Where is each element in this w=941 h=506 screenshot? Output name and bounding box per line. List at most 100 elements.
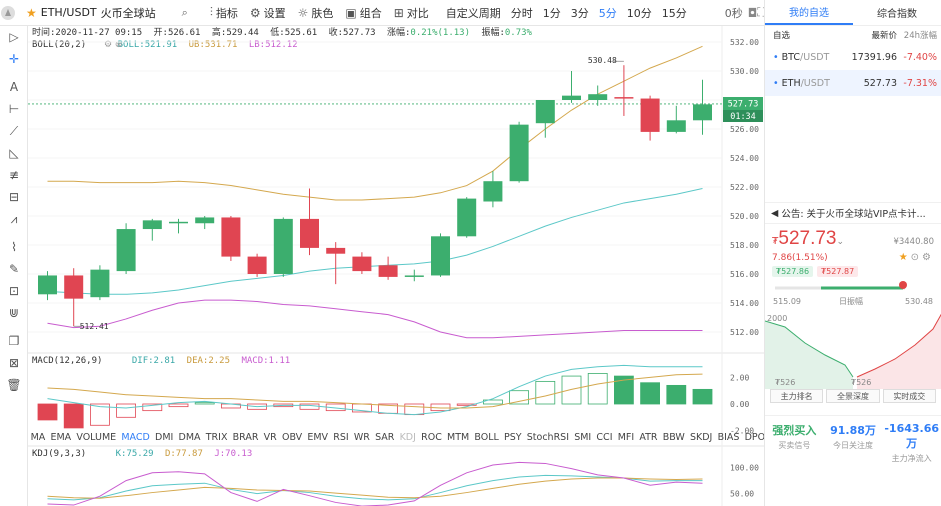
indicator-tab-dmi[interactable]: DMI <box>155 432 174 443</box>
indicator-tab-emv[interactable]: EMV <box>307 432 329 443</box>
layers-icon[interactable]: ❐ <box>8 334 20 348</box>
indicator-tab-stochrsi[interactable]: StochRSI <box>526 432 570 443</box>
indicator-tab-sar[interactable]: SAR <box>375 432 395 443</box>
indicator-tab-volume[interactable]: VOLUME <box>76 432 117 443</box>
candle-body[interactable] <box>273 218 293 274</box>
indicator-tab-ema[interactable]: EMA <box>50 432 72 443</box>
search-icon[interactable]: ⌕ <box>181 5 188 19</box>
star-icon[interactable]: ★ <box>26 5 37 20</box>
indicator-tab-brar[interactable]: BRAR <box>232 432 259 443</box>
lock-icon[interactable]: ⊡ <box>8 284 20 298</box>
period-timeline[interactable]: 分时 <box>510 6 533 20</box>
candle-body[interactable] <box>90 269 110 298</box>
candle-body[interactable] <box>142 220 162 230</box>
brush-icon[interactable]: ✎ <box>8 262 20 276</box>
indicator-tab-skdj[interactable]: SKDJ <box>689 432 713 443</box>
compare-button[interactable]: ⊞ 对比 <box>393 5 429 20</box>
indicator-tab-vr[interactable]: VR <box>263 432 277 443</box>
tab-index[interactable]: 综合指数 <box>877 9 917 20</box>
main-rank-button[interactable]: 主力排名 <box>770 389 824 403</box>
candle-body[interactable] <box>640 98 660 132</box>
indicator-tab-mtm[interactable]: MTM <box>447 432 470 443</box>
indicator-tab-mfi[interactable]: MFI <box>617 432 635 443</box>
indicator-tab-atr[interactable]: ATR <box>639 432 658 443</box>
candle-body[interactable] <box>666 120 686 132</box>
indicator-tab-bbw[interactable]: BBW <box>662 432 685 443</box>
period-1m[interactable]: 1分 <box>542 6 561 20</box>
indicator-tab-obv[interactable]: OBV <box>281 432 303 443</box>
candle-body[interactable] <box>378 265 398 277</box>
candle-body[interactable] <box>247 256 267 274</box>
kline-chart[interactable]: 时间:2020-11-27 09:15 开:526.61 高:529.44 低:… <box>28 26 764 506</box>
candle-body[interactable] <box>614 97 634 99</box>
indicator-tab-cci[interactable]: CCI <box>596 432 613 443</box>
theme-button[interactable]: ☼ 肤色 <box>297 5 334 20</box>
ruler-icon[interactable]: ⌇ <box>11 240 17 254</box>
candle-body[interactable] <box>562 95 581 100</box>
candle-body[interactable] <box>431 236 450 276</box>
candle-body[interactable] <box>38 275 57 295</box>
indicator-tab-roc[interactable]: ROC <box>421 432 442 443</box>
indicator-tab-trix[interactable]: TRIX <box>205 432 228 443</box>
period-10m[interactable]: 10分 <box>626 6 652 20</box>
candle-body[interactable] <box>457 198 477 237</box>
indicator-tab-macd[interactable]: MACD <box>121 432 150 443</box>
candle-body[interactable] <box>221 217 241 257</box>
fullscreen-icon[interactable]: ⛶ <box>757 5 766 19</box>
text-tool-icon[interactable]: A <box>9 80 19 94</box>
indicator-tab-bias[interactable]: BIAS <box>717 432 740 443</box>
candle-body[interactable] <box>483 181 503 202</box>
depth-chart[interactable]: 2000 ₮526 ₮526 <box>765 313 941 389</box>
period-5m[interactable]: 5分 <box>598 6 617 20</box>
wave-icon[interactable]: ⩘ <box>10 211 18 226</box>
indicator-tab-dpo[interactable]: DPO <box>744 432 766 443</box>
depth-button[interactable]: 全景深度 <box>826 389 880 403</box>
notice-bar[interactable]: ◀ 公告: 关于火币全球站VIP点卡计... <box>765 202 941 224</box>
candle-body[interactable] <box>169 221 188 224</box>
candle-body[interactable] <box>509 124 529 182</box>
settings-button[interactable]: ⚙ 设置 <box>249 5 286 20</box>
trend-line-icon[interactable]: ⟋ <box>9 123 19 138</box>
watchlist-row-eth[interactable]: • ETH/USDT 527.73 -7.31% <box>765 70 941 96</box>
candle-body[interactable] <box>588 94 608 100</box>
layout-button[interactable]: ▣ 组合 <box>345 5 382 20</box>
crosshair-icon[interactable]: ✛ <box>8 52 20 66</box>
indicator-tab-psy[interactable]: PSY <box>504 432 522 443</box>
parallel-lines-icon[interactable]: ≢ <box>8 168 20 182</box>
indicator-tab-wr[interactable]: WR <box>353 432 370 443</box>
cursor-icon[interactable]: ▷ <box>9 30 19 44</box>
camera-icon[interactable]: ◘ <box>747 5 758 20</box>
indicator-tab-smi[interactable]: SMI <box>574 432 592 443</box>
indicator-tab-boll[interactable]: BOLL <box>474 432 499 443</box>
candle-body[interactable] <box>116 229 136 272</box>
period-15m[interactable]: 15分 <box>661 6 687 20</box>
triangle-icon[interactable]: ◺ <box>9 146 19 160</box>
watchlist-row-btc[interactable]: • BTC/USDT 17391.96 -7.40% <box>773 51 937 63</box>
trash-icon[interactable]: 🗑 <box>6 378 22 392</box>
candle-body[interactable] <box>535 100 555 124</box>
custom-period-select[interactable]: 自定义周期 <box>445 6 501 20</box>
action-icons[interactable]: ★⊙⚙ <box>898 252 934 263</box>
indicator-tab-ma[interactable]: MA <box>30 432 46 443</box>
clear-icon[interactable]: ⊠ <box>8 356 20 370</box>
tab-watchlist[interactable]: 我的自选 <box>765 0 853 25</box>
indicator-tab-kdj[interactable]: KDJ <box>399 432 416 443</box>
candle-body[interactable] <box>64 275 84 299</box>
star-icon[interactable]: ★ <box>898 252 911 263</box>
candle-body[interactable] <box>404 275 424 277</box>
legend-settings-icon[interactable]: ⚙ ⊗ <box>104 40 122 50</box>
indicator-button[interactable]: ⫶ 指标 <box>209 5 238 20</box>
candle-body[interactable] <box>326 247 346 254</box>
symbol-selector[interactable]: ★ ETH/USDT 火币全球站 ⌕ <box>16 5 198 21</box>
horizontal-line-icon[interactable]: ⊢ <box>8 102 20 116</box>
candle-body[interactable] <box>352 256 372 272</box>
indicator-tab-dma[interactable]: DMA <box>178 432 201 443</box>
rectangle-icon[interactable]: ⊟ <box>8 190 20 204</box>
candle-body[interactable] <box>300 218 319 248</box>
period-3m[interactable]: 3分 <box>570 6 589 20</box>
trades-button[interactable]: 实时成交 <box>882 389 936 403</box>
magnet-icon[interactable]: ⋓ <box>8 306 20 320</box>
candle-body[interactable] <box>693 104 712 121</box>
candle-body[interactable] <box>195 217 215 224</box>
indicator-tab-rsi[interactable]: RSI <box>333 432 349 443</box>
